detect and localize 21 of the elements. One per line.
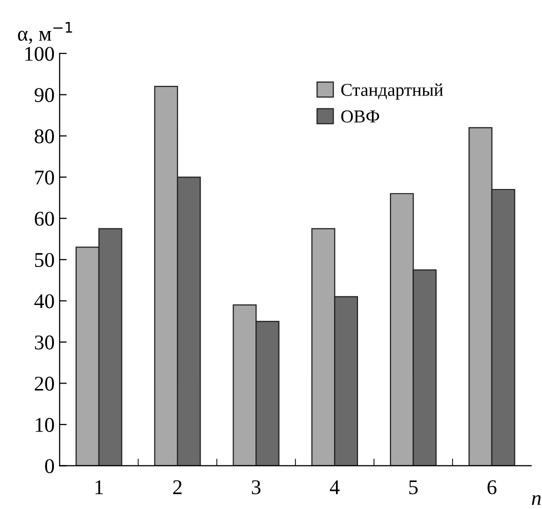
x-tick-label: 2	[173, 480, 182, 494]
y-tick-label: 20	[34, 376, 54, 391]
x-tick-label: 5	[409, 480, 418, 494]
x-tick-label: 4	[330, 480, 340, 494]
y-tick-label: 100	[25, 46, 54, 61]
x-tick-label: 6	[488, 480, 496, 494]
y-tick-label: 10	[36, 418, 54, 432]
y-tick-label: 80	[34, 129, 54, 144]
legend-label: ОВФ	[341, 110, 380, 123]
y-axis-title: α, м$^{−1}$	[18, 22, 72, 44]
y-tick-label: 30	[34, 335, 54, 350]
y-tick-label: 60	[34, 212, 54, 226]
y-tick-label: 70	[35, 170, 54, 185]
x-tick-label: 1	[96, 480, 103, 494]
legend-label: Стандартный	[341, 83, 444, 100]
y-tick-label: 50	[35, 252, 54, 268]
x-axis-title: n	[532, 495, 541, 505]
y-tick-label: 40	[34, 294, 54, 308]
y-tick-label: 90	[34, 88, 54, 102]
y-tick-label: 0	[45, 459, 54, 474]
x-tick-label: 3	[252, 480, 260, 494]
